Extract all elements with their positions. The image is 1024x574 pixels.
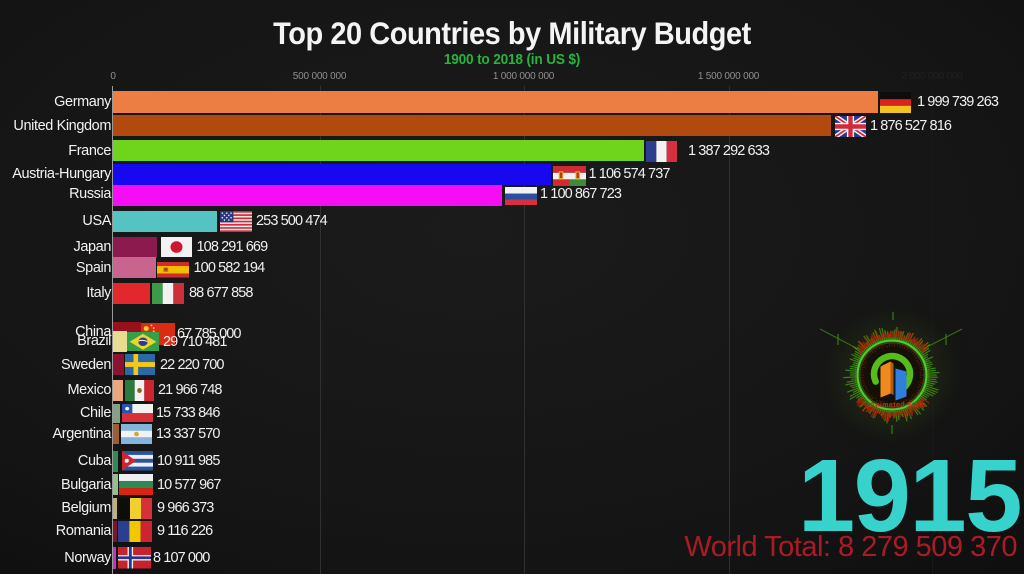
- svg-text:Animated Stats: Animated Stats: [870, 400, 927, 409]
